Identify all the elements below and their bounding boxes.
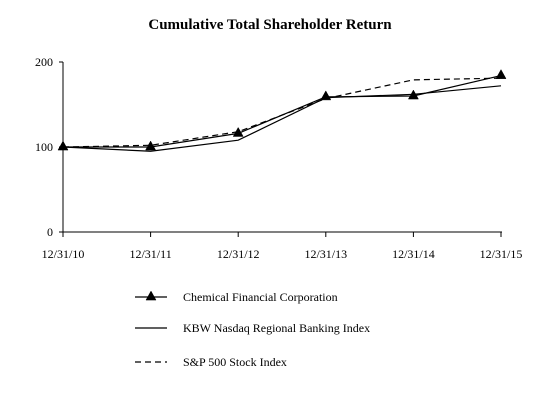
y-tick-label: 200 [35, 55, 53, 69]
series-line-1 [62, 85, 502, 152]
y-tick-label: 0 [47, 225, 53, 239]
data-point-marker [232, 126, 244, 137]
data-point-marker [320, 90, 332, 101]
x-tick-label: 12/31/11 [129, 247, 171, 261]
data-point-marker [495, 69, 507, 79]
data-point-marker [145, 140, 157, 151]
x-tick-label: 12/31/12 [217, 247, 260, 261]
chart-title: Cumulative Total Shareholder Return [148, 17, 392, 33]
x-tick-label: 12/31/13 [304, 247, 347, 261]
legend-marker-icon [145, 290, 157, 301]
legend-label-0: Chemical Financial Corporation [183, 290, 338, 304]
x-tick-label: 12/31/14 [392, 247, 435, 261]
series-line-0 [63, 75, 502, 148]
x-tick-label: 12/31/15 [480, 247, 523, 261]
x-tick-label: 12/31/10 [42, 247, 85, 261]
y-tick-label: 100 [35, 140, 53, 154]
series-line-2 [62, 77, 502, 148]
data-point-marker [407, 89, 419, 100]
legend-label-2: S&P 500 Stock Index [183, 355, 287, 369]
data-point-marker [57, 140, 69, 151]
legend-label-1: KBW Nasdaq Regional Banking Index [183, 321, 370, 335]
